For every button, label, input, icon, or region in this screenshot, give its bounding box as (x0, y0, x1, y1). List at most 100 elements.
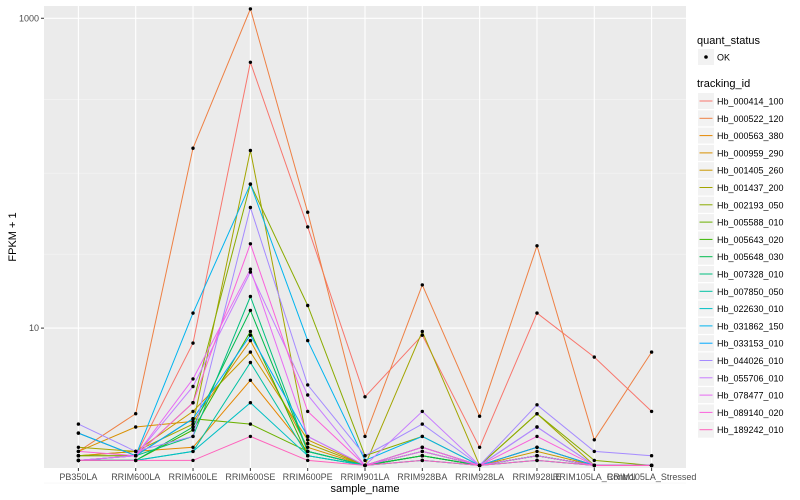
legend-label: Hb_189242_010 (717, 425, 784, 435)
data-point (248, 422, 253, 426)
x-tick-label: RRIM928LA (455, 472, 504, 482)
data-point (306, 303, 310, 308)
data-point (420, 283, 424, 287)
data-point (420, 458, 424, 463)
data-point (306, 338, 310, 343)
x-tick-label: RRIM105LA_Stressed (607, 472, 697, 482)
data-point (477, 445, 482, 449)
legend-label: Hb_078477_010 (717, 391, 784, 401)
data-point (592, 458, 596, 463)
x-tick-label: RRIM600LA (111, 472, 160, 482)
data-point (134, 425, 138, 429)
data-point (306, 445, 310, 449)
data-point (191, 146, 195, 150)
legend-label: Hb_044026_010 (717, 356, 784, 366)
data-point (248, 205, 253, 210)
data-point (191, 311, 195, 315)
data-point (76, 458, 81, 463)
data-point (248, 182, 253, 186)
data-point (191, 417, 195, 421)
data-point (306, 454, 310, 458)
data-point (134, 449, 138, 454)
data-point (535, 434, 539, 439)
legend-label: Hb_022630_010 (717, 304, 784, 314)
data-point (248, 7, 253, 11)
data-point (535, 403, 539, 407)
data-point (76, 449, 81, 454)
y-tick-label: 10 (29, 323, 39, 333)
legend-label: Hb_001437_200 (717, 183, 784, 193)
data-point (248, 148, 253, 153)
x-tick-label: RRIM600LE (169, 472, 218, 482)
data-point (420, 329, 424, 334)
x-tick-label: RRIM928BA (397, 472, 447, 482)
data-point (248, 60, 253, 64)
data-point (248, 294, 253, 299)
data-point (248, 338, 253, 343)
data-point (535, 311, 539, 315)
legend-label: Hb_007328_010 (717, 270, 784, 280)
data-point (306, 441, 310, 446)
data-point (248, 360, 253, 365)
data-point (649, 463, 654, 468)
x-tick-label: PB350LA (59, 472, 97, 482)
data-point (535, 412, 539, 416)
data-point (76, 454, 81, 458)
data-point (363, 395, 367, 399)
legend-label: Hb_005643_020 (717, 235, 784, 245)
data-point (306, 458, 310, 463)
data-point (535, 425, 539, 429)
data-point (420, 409, 424, 414)
data-point (248, 329, 253, 334)
data-point (477, 463, 482, 468)
data-point (420, 454, 424, 458)
legend-label: Hb_001405_260 (717, 166, 784, 176)
data-point (248, 267, 253, 271)
data-point (248, 270, 253, 274)
legend-tracking-title: tracking_id (697, 78, 750, 90)
data-point (191, 425, 195, 429)
data-point (649, 350, 654, 354)
x-tick-label: RRIM105LA_Control (553, 472, 636, 482)
data-point (363, 458, 367, 463)
data-point (306, 393, 310, 397)
data-point (248, 333, 253, 337)
data-point (306, 383, 310, 387)
data-point (420, 445, 424, 449)
data-point (191, 401, 195, 405)
data-point (191, 384, 195, 389)
data-point (420, 434, 424, 439)
legend-label: Hb_005588_010 (717, 218, 784, 228)
data-point (191, 377, 195, 381)
legend-point-swatch (704, 55, 708, 59)
data-point (248, 350, 253, 354)
data-point (191, 445, 195, 449)
data-point (248, 401, 253, 405)
legend-label: Hb_000414_100 (717, 97, 784, 107)
data-point (592, 438, 596, 442)
legend-label: Hb_002193_050 (717, 200, 784, 210)
data-point (191, 409, 195, 414)
data-point (420, 333, 424, 337)
x-tick-label: RRIM600SE (225, 472, 275, 482)
data-point (363, 463, 367, 468)
data-point (363, 454, 367, 458)
data-point (191, 419, 195, 424)
data-point (420, 422, 424, 426)
data-point (134, 458, 138, 463)
grid-lines (44, 6, 686, 484)
y-axis-title: FPKM + 1 (7, 212, 19, 261)
data-point (535, 458, 539, 463)
data-point (248, 308, 253, 313)
data-point (535, 454, 539, 458)
legend-label: Hb_000522_120 (717, 114, 784, 124)
data-points (76, 7, 654, 468)
data-point (191, 422, 195, 426)
data-point (592, 355, 596, 359)
data-point (306, 210, 310, 214)
data-point (134, 412, 138, 416)
data-point (191, 434, 195, 439)
data-point (363, 434, 367, 439)
legend-label: Hb_031862_150 (717, 321, 784, 331)
data-point (191, 428, 195, 432)
